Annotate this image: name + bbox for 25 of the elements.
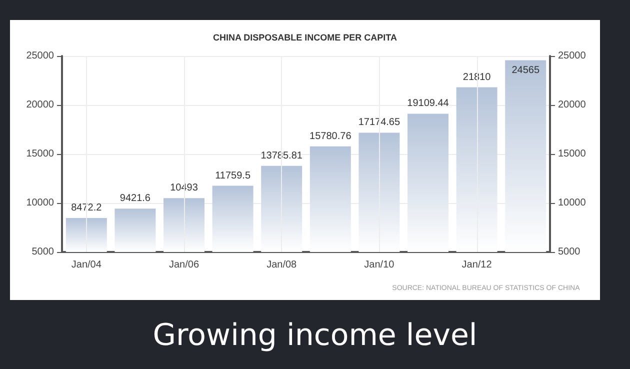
- x-tick-label: Jan/08: [266, 260, 298, 270]
- y-tick-label: 5000: [32, 246, 54, 258]
- x-tick-label: Jan/04: [71, 260, 102, 270]
- data-label: 11759.5: [215, 170, 251, 182]
- y-tick-label: 25000: [26, 50, 54, 62]
- data-label: 9421.6: [120, 193, 151, 204]
- x-tick-label: Jan/06: [168, 260, 200, 270]
- y2-tick-label: 15000: [558, 148, 586, 160]
- data-label: 17174.65: [358, 117, 400, 128]
- y2-tick-label: 10000: [558, 198, 586, 208]
- y2-tick-label: 20000: [558, 100, 586, 110]
- data-label: 19109.44: [407, 98, 450, 110]
- y-tick-label: 15000: [26, 148, 54, 160]
- y2-tick-label: 5000: [558, 246, 581, 258]
- data-label: 8472.2: [71, 202, 102, 214]
- data-label: 24565: [512, 64, 540, 76]
- chart-title: CHINA DISPOSABLE INCOME PER CAPITA: [212, 32, 398, 42]
- text: Growing income level: [152, 318, 478, 353]
- x-tick-label: Jan/12: [462, 260, 492, 270]
- y2-tick-label: 25000: [558, 50, 586, 62]
- y-tick-label: 20000: [26, 100, 54, 110]
- data-label: 15780.76: [310, 130, 352, 142]
- y-tick-label: 10000: [26, 198, 54, 208]
- x-tick-label: Jan/10: [364, 260, 395, 270]
- data-label: 21810: [462, 72, 492, 83]
